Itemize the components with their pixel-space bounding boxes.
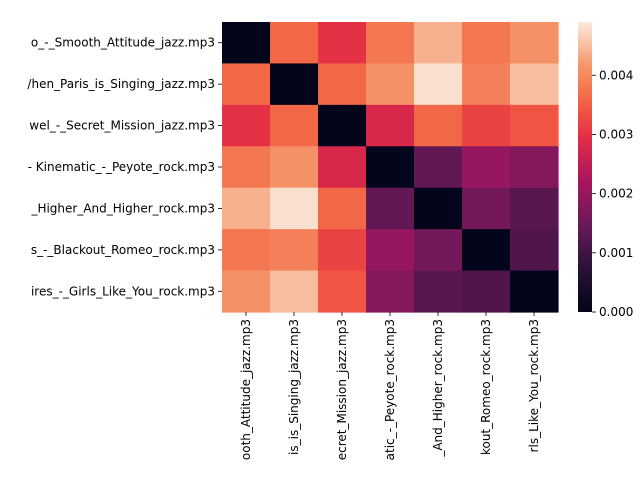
heatmap-cell (414, 146, 463, 189)
heatmap-cell (222, 63, 271, 106)
heatmap-cell (414, 22, 463, 65)
heatmap-cell (270, 187, 319, 230)
heatmap-cell (414, 270, 463, 313)
heatmap-cell (318, 104, 367, 147)
heatmap-cell (462, 146, 511, 189)
heatmap-cell (414, 104, 463, 147)
colorbar-tick-label: 0.000 (599, 305, 633, 319)
heatmap-cell (222, 22, 271, 65)
heatmap-cell (414, 187, 463, 230)
heatmap-cell (462, 187, 511, 230)
column-label: is_is_Singing_jazz.mp3 (287, 319, 301, 455)
heatmap-cell (318, 63, 367, 106)
heatmap-cell (222, 146, 271, 189)
heatmap-cell (222, 187, 271, 230)
heatmap-cell (318, 270, 367, 313)
column-labels: ooth_Attitude_jazz.mp3 is_is_Singing_jazz… (239, 312, 541, 460)
colorbar-tick-label: 0.002 (599, 187, 633, 201)
heatmap-cell (366, 22, 415, 65)
heatmap-cell (270, 63, 319, 106)
colorbar-ticks: 0.000 0.001 0.002 0.003 0.004 (592, 68, 633, 319)
row-label: s_-_Blackout_Romeo_rock.mp3 (31, 243, 215, 257)
heatmap-cell (462, 63, 511, 106)
heatmap-cell (414, 63, 463, 106)
heatmap-cell (366, 270, 415, 313)
row-label: - Kinematic_-_Peyote_rock.mp3 (28, 160, 215, 174)
colorbar-tick-label: 0.001 (599, 246, 633, 260)
row-label: _Higher_And_Higher_rock.mp3 (30, 201, 215, 215)
heatmap-cell (510, 104, 559, 147)
heatmap-cell (414, 229, 463, 272)
heatmap-cell (510, 229, 559, 272)
row-label: o_-_Smooth_Attitude_jazz.mp3 (31, 36, 215, 50)
heatmap-cell (318, 229, 367, 272)
heatmap-cell (270, 146, 319, 189)
column-label: ecret_Mission_jazz.mp3 (335, 319, 349, 460)
heatmap-cell (366, 63, 415, 106)
heatmap-cell (222, 270, 271, 313)
row-labels: o_-_Smooth_Attitude_jazz.mp3/hen_Paris_i… (27, 36, 222, 298)
heatmap-cell (270, 229, 319, 272)
heatmap-cell (270, 104, 319, 147)
heatmap-cell (510, 63, 559, 106)
column-label: ooth_Attitude_jazz.mp3 (239, 319, 253, 460)
column-label: atic_-_Peyote_rock.mp3 (383, 319, 397, 460)
column-label: kout_Romeo_rock.mp3 (479, 319, 493, 455)
heatmap-cell (366, 187, 415, 230)
heatmap-cell (510, 22, 559, 65)
heatmap-cell (318, 22, 367, 65)
heatmap-cell (510, 187, 559, 230)
heatmap-cell (510, 270, 559, 313)
heatmap-cells (222, 22, 559, 313)
heatmap-cell (366, 146, 415, 189)
heatmap-cell (462, 22, 511, 65)
row-label: ires_-_Girls_Like_You_rock.mp3 (31, 284, 215, 298)
colorbar-tick-label: 0.003 (599, 127, 633, 141)
row-label: wel_-_Secret_Mission_jazz.mp3 (29, 119, 215, 133)
heatmap-cell (366, 229, 415, 272)
heatmap-cell (462, 229, 511, 272)
heatmap-cell (318, 146, 367, 189)
heatmap-cell (222, 229, 271, 272)
heatmap-cell (222, 104, 271, 147)
heatmap-cell (510, 146, 559, 189)
colorbar-tick-label: 0.004 (599, 68, 633, 82)
heatmap-cell (270, 22, 319, 65)
heatmap-cell (270, 270, 319, 313)
heatmap-cell (462, 104, 511, 147)
heatmap-cell (366, 104, 415, 147)
heatmap-cell (318, 187, 367, 230)
column-label: rls_Like_You_rock.mp3 (527, 319, 541, 452)
column-label: _And_Higher_rock.mp3 (431, 319, 445, 458)
heatmap-cell (462, 270, 511, 313)
row-label: /hen_Paris_is_Singing_jazz.mp3 (27, 77, 215, 91)
colorbar (578, 22, 592, 312)
